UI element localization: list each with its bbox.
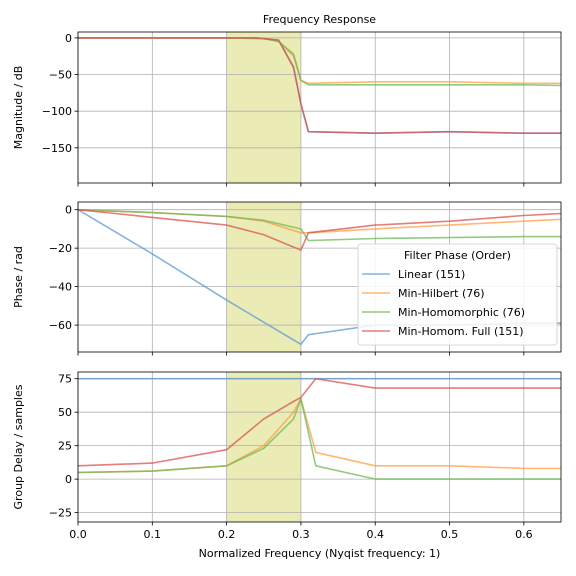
- legend-entry: Min-Hilbert (76): [398, 287, 485, 300]
- subplot-2: 0 −20 −40 −60 Phase / rad Filter Phase (Order…: [12, 201, 562, 356]
- series-line-4: [78, 37, 561, 135]
- legend-entry: Min-Homom. Full (151): [398, 325, 524, 338]
- series-line-3: [78, 395, 561, 480]
- y-tick-label: −20: [49, 242, 72, 255]
- subplot-3: 0.0 0.1 0.2 0.3 0.4 0.5 0.6 75 50 25 0 −25 Group Del…: [12, 371, 562, 560]
- y-axis-label: Magnitude / dB: [12, 66, 25, 150]
- y-tick-label: 75: [58, 373, 72, 386]
- legend-box: [357, 243, 558, 346]
- axes-frame: [77, 371, 562, 523]
- subplot-1: 0 −50 −100 −150 Magnitude / dB Frequency Resp…: [12, 13, 562, 187]
- x-tick-label: 0.5: [441, 528, 459, 541]
- series-line-2: [78, 396, 561, 474]
- axes-frame: [77, 31, 562, 184]
- legend: Filter Phase (Order) Linear (151) Min-Hilb…: [357, 243, 558, 346]
- y-tick-label: −100: [42, 105, 72, 118]
- series-line-4: [78, 208, 561, 252]
- series-line-4: [78, 377, 561, 467]
- legend-title: Filter Phase (Order): [404, 249, 511, 262]
- x-tick-label: 0.1: [144, 528, 162, 541]
- x-tick-label: 0.3: [292, 528, 310, 541]
- x-tick-label: 0.0: [69, 528, 87, 541]
- x-tick-label: 0.2: [218, 528, 236, 541]
- y-tick-label: −50: [49, 69, 72, 82]
- chart-title: Frequency Response: [263, 13, 376, 26]
- y-tick-label: −40: [49, 281, 72, 294]
- y-axis-label: Group Delay / samples: [12, 384, 25, 509]
- y-tick-label: 0: [65, 204, 72, 217]
- series-line-2: [78, 37, 561, 85]
- transition-band: [226, 202, 301, 352]
- y-tick-label: −150: [42, 142, 72, 155]
- y-tick-label: 25: [58, 440, 72, 453]
- y-axis-label: Phase / rad: [12, 246, 25, 308]
- transition-band: [226, 32, 301, 183]
- y-tick-label: 0: [65, 32, 72, 45]
- x-axis-label: Normalized Frequency (Nyqist frequency: …: [199, 547, 441, 560]
- y-tick-label: −25: [49, 507, 72, 520]
- legend-entry: Linear (151): [398, 268, 465, 281]
- series-line-3: [78, 37, 561, 87]
- y-tick-label: 0: [65, 473, 72, 486]
- y-tick-label: −60: [49, 319, 72, 332]
- series-line-3: [78, 208, 561, 242]
- transition-band: [226, 372, 301, 522]
- x-tick-label: 0.6: [515, 528, 533, 541]
- legend-entry: Min-Homomorphic (76): [398, 306, 525, 319]
- axes-frame: [77, 201, 562, 353]
- y-tick-label: 50: [58, 406, 72, 419]
- x-tick-label: 0.4: [366, 528, 384, 541]
